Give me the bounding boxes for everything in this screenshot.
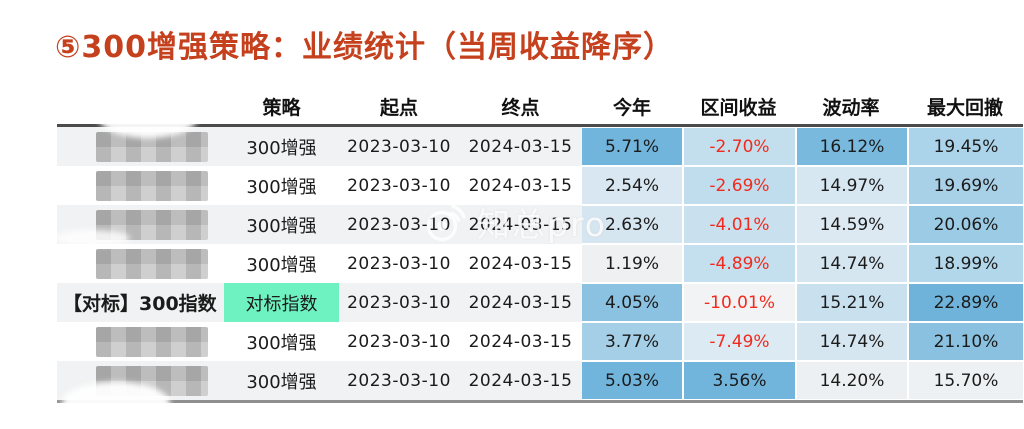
metric-cell: -7.49% <box>682 322 795 361</box>
name-cell <box>57 205 224 244</box>
metric-cell: 1.19% <box>582 244 682 283</box>
metric-cell: 5.03% <box>582 361 682 400</box>
start-date-cell: 2023-03-10 <box>347 253 451 274</box>
end-date-cell: 2024-03-15 <box>468 136 573 157</box>
metric-cell: -10.01% <box>682 283 795 322</box>
metric-cell: -2.69% <box>682 166 795 205</box>
strategy-cell: 300增强 <box>246 371 317 393</box>
metric-cell: 14.74% <box>795 322 907 361</box>
metric-cell: -4.89% <box>682 244 795 283</box>
table-row: 【对标】300指数 对标指数 2023-03-10 2024-03-15 4.05% -1… <box>57 283 1023 322</box>
metric-cell: 2.63% <box>582 205 682 244</box>
metric-cell: 20.06% <box>907 205 1023 244</box>
strategy-cell: 300增强 <box>246 176 317 198</box>
strategy-cell: 300增强 <box>246 137 317 159</box>
column-header-1: 策略 <box>262 96 301 119</box>
metric-cell: 19.69% <box>907 166 1023 205</box>
strategy-cell: 300增强 <box>246 332 317 354</box>
strategy-cell: 300增强 <box>246 215 317 237</box>
metric-cell: 5.71% <box>582 127 682 166</box>
start-date-cell: 2023-03-10 <box>347 136 451 157</box>
metric-cell: 3.77% <box>582 322 682 361</box>
strategy-cell: 对标指数 <box>224 283 339 322</box>
table-row: 300增强 2023-03-10 2024-03-15 2.63% -4.01% 14.5… <box>57 205 1023 244</box>
metric-cell: 14.74% <box>795 244 907 283</box>
metric-cell: -4.01% <box>682 205 795 244</box>
start-date-cell: 2023-03-10 <box>347 331 451 352</box>
column-header-3: 终点 <box>501 96 540 119</box>
metric-cell: 18.99% <box>907 244 1023 283</box>
masked-name-mosaic <box>96 248 208 279</box>
table-row: 300增强 2023-03-10 2024-03-15 5.03% 3.56% 14.20… <box>57 361 1023 400</box>
metric-cell: 16.12% <box>795 127 907 166</box>
masked-name-mosaic <box>96 326 208 357</box>
metric-cell: 2.54% <box>582 166 682 205</box>
performance-table: 策略 起点 终点 今年 区间收益 波动率 最大回撤 300增强 2023-03-10 2024-… <box>57 88 1023 403</box>
end-date-cell: 2024-03-15 <box>468 292 573 313</box>
table-header-row: 策略 起点 终点 今年 区间收益 波动率 最大回撤 <box>57 88 1023 127</box>
masked-name-mosaic <box>96 131 208 162</box>
end-date-cell: 2024-03-15 <box>468 214 573 235</box>
start-date-cell: 2023-03-10 <box>347 214 451 235</box>
end-date-cell: 2024-03-15 <box>468 253 573 274</box>
column-header-4: 今年 <box>612 96 651 119</box>
column-header-5: 区间收益 <box>700 96 777 119</box>
table-row: 300增强 2023-03-10 2024-03-15 5.71% -2.70% 16.1… <box>57 127 1023 166</box>
metric-cell: 4.05% <box>582 283 682 322</box>
metric-cell: 3.56% <box>682 361 795 400</box>
metric-cell: -2.70% <box>682 127 795 166</box>
metric-cell: 15.70% <box>907 361 1023 400</box>
name-cell: 【对标】300指数 <box>63 293 217 315</box>
masked-name-mosaic <box>96 209 208 240</box>
table-row: 300增强 2023-03-10 2024-03-15 3.77% -7.49% 14.7… <box>57 322 1023 361</box>
masked-name-mosaic <box>96 170 208 201</box>
end-date-cell: 2024-03-15 <box>468 370 573 391</box>
metric-cell: 21.10% <box>907 322 1023 361</box>
masked-name-mosaic <box>96 365 208 396</box>
name-cell <box>57 361 224 400</box>
metric-cell: 14.20% <box>795 361 907 400</box>
column-header-6: 波动率 <box>822 96 880 119</box>
column-header-7: 最大回撤 <box>926 96 1003 119</box>
name-cell <box>57 166 224 205</box>
name-cell <box>57 127 224 166</box>
metric-cell: 14.59% <box>795 205 907 244</box>
strategy-cell: 300增强 <box>246 254 317 276</box>
start-date-cell: 2023-03-10 <box>347 292 451 313</box>
name-cell <box>57 322 224 361</box>
start-date-cell: 2023-03-10 <box>347 175 451 196</box>
page-title: ⑤300增强策略：业绩统计（当周收益降序） <box>55 30 675 65</box>
metric-cell: 19.45% <box>907 127 1023 166</box>
column-header-2: 起点 <box>379 96 418 119</box>
end-date-cell: 2024-03-15 <box>468 331 573 352</box>
name-cell <box>57 244 224 283</box>
end-date-cell: 2024-03-15 <box>468 175 573 196</box>
table-row: 300增强 2023-03-10 2024-03-15 2.54% -2.69% 14.9… <box>57 166 1023 205</box>
metric-cell: 15.21% <box>795 283 907 322</box>
table-row: 300增强 2023-03-10 2024-03-15 1.19% -4.89% 14.7… <box>57 244 1023 283</box>
start-date-cell: 2023-03-10 <box>347 370 451 391</box>
metric-cell: 22.89% <box>907 283 1023 322</box>
metric-cell: 14.97% <box>795 166 907 205</box>
table-body: 300增强 2023-03-10 2024-03-15 5.71% -2.70% 16.1… <box>57 127 1023 403</box>
